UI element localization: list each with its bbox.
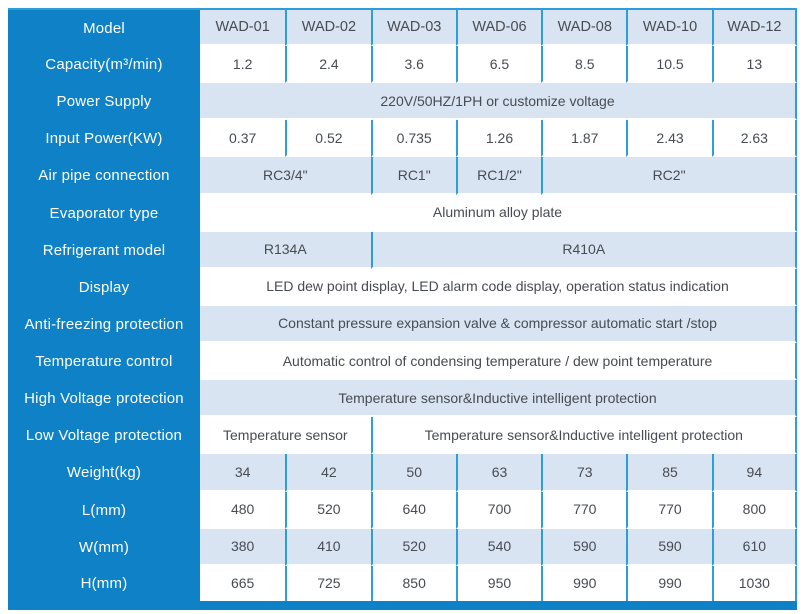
row-label: H(mm) <box>8 565 200 601</box>
table-row: L(mm) 480 520 640 700 770 770 800 <box>8 491 797 529</box>
row-label: Low Voltage protection <box>8 417 200 455</box>
row-label: Capacity(m³/min) <box>8 46 200 84</box>
table-row: Input Power(KW) 0.37 0.52 0.735 1.26 1.87 2.43… <box>8 120 797 158</box>
value-cell: Temperature sensor <box>200 417 371 455</box>
value-cell: 850 <box>370 565 456 601</box>
row-label: Weight(kg) <box>8 454 200 492</box>
value-cell: 950 <box>455 565 542 601</box>
value-cell: 0.735 <box>370 120 456 158</box>
value-cell: 6.5 <box>455 46 542 84</box>
table-row: Air pipe connection RC3/4" RC1" RC1/2" RC2" <box>8 157 797 195</box>
value-cell: 0.52 <box>285 120 371 158</box>
value-cell: R134A <box>200 231 371 269</box>
table-row: Power Supply 220V/50HZ/1PH or customize v… <box>8 83 797 121</box>
model-header-cell: WAD-12 <box>711 10 797 46</box>
table-row: Refrigerant model R134A R410A <box>8 231 797 269</box>
value-cell: 770 <box>626 491 712 529</box>
value-cell: 380 <box>200 528 286 566</box>
value-cell: Temperature sensor&Inductive intelligent… <box>200 380 797 418</box>
bottom-accent-bar <box>8 601 797 610</box>
value-cell: RC1" <box>370 157 456 195</box>
value-cell: 0.37 <box>200 120 286 158</box>
value-cell: 990 <box>541 565 627 601</box>
value-cell: 1030 <box>711 565 797 601</box>
value-cell: 10.5 <box>626 46 712 84</box>
value-cell: 220V/50HZ/1PH or customize voltage <box>200 83 797 121</box>
row-label: L(mm) <box>8 491 200 529</box>
value-cell: 520 <box>285 491 371 529</box>
row-label: Power Supply <box>8 83 200 121</box>
value-cell: RC1/2" <box>455 157 542 195</box>
value-cell: 8.5 <box>541 46 627 84</box>
model-header-cell: WAD-03 <box>370 10 456 46</box>
table-row: Anti-freezing protection Constant pressur… <box>8 305 797 343</box>
row-label: Input Power(KW) <box>8 120 200 158</box>
row-label: Anti-freezing protection <box>8 305 200 343</box>
table-row: Capacity(m³/min) 1.2 2.4 3.6 6.5 8.5 10.5 13 <box>8 46 797 84</box>
value-cell: 770 <box>541 491 627 529</box>
value-cell: 800 <box>711 491 797 529</box>
value-cell: 610 <box>711 528 797 566</box>
value-cell: 34 <box>200 454 286 492</box>
value-cell: 590 <box>541 528 627 566</box>
table-row: W(mm) 380 410 520 540 590 590 610 <box>8 528 797 566</box>
value-cell: 590 <box>626 528 712 566</box>
value-cell: 640 <box>370 491 456 529</box>
value-cell: 990 <box>626 565 712 601</box>
table-row: Display LED dew point display, LED alarm … <box>8 268 797 306</box>
row-label: High Voltage protection <box>8 380 200 418</box>
value-cell: RC3/4" <box>200 157 371 195</box>
value-cell: 540 <box>455 528 542 566</box>
value-cell: 94 <box>711 454 797 492</box>
value-cell: 73 <box>541 454 627 492</box>
table-row: Weight(kg) 34 42 50 63 73 85 94 <box>8 454 797 492</box>
table-row: Model WAD-01 WAD-02 WAD-03 WAD-06 WAD-08 WAD-1… <box>8 10 797 46</box>
model-header-cell: WAD-01 <box>200 10 286 46</box>
value-cell: 1.87 <box>541 120 627 158</box>
row-label: Model <box>8 10 200 46</box>
value-cell: Aluminum alloy plate <box>200 194 797 232</box>
spec-sheet: Model WAD-01 WAD-02 WAD-03 WAD-06 WAD-08 WAD-1… <box>8 8 797 610</box>
model-header-cell: WAD-10 <box>626 10 712 46</box>
table-row: H(mm) 665 725 850 950 990 990 1030 <box>8 565 797 601</box>
row-label: W(mm) <box>8 528 200 566</box>
spec-table: Model WAD-01 WAD-02 WAD-03 WAD-06 WAD-08 WAD-1… <box>8 8 797 601</box>
value-cell: 410 <box>285 528 371 566</box>
value-cell: 13 <box>711 46 797 84</box>
value-cell: Automatic control of condensing temperat… <box>200 343 797 381</box>
row-label: Display <box>8 268 200 306</box>
value-cell: 1.26 <box>455 120 542 158</box>
row-label: Temperature control <box>8 343 200 381</box>
value-cell: 700 <box>455 491 542 529</box>
model-header-cell: WAD-06 <box>455 10 542 46</box>
table-row: Low Voltage protection Temperature sensor… <box>8 417 797 455</box>
spec-table-body: Model WAD-01 WAD-02 WAD-03 WAD-06 WAD-08 WAD-1… <box>8 10 797 601</box>
value-cell: 2.43 <box>626 120 712 158</box>
value-cell: 3.6 <box>370 46 456 84</box>
value-cell: 1.2 <box>200 46 286 84</box>
model-header-cell: WAD-08 <box>541 10 627 46</box>
value-cell: LED dew point display, LED alarm code di… <box>200 268 797 306</box>
value-cell: Constant pressure expansion valve & comp… <box>200 305 797 343</box>
value-cell: 480 <box>200 491 286 529</box>
model-header-cell: WAD-02 <box>285 10 371 46</box>
table-row: Evaporator type Aluminum alloy plate <box>8 194 797 232</box>
table-row: High Voltage protection Temperature senso… <box>8 380 797 418</box>
value-cell: 50 <box>370 454 456 492</box>
value-cell: Temperature sensor&Inductive intelligent… <box>370 417 797 455</box>
row-label: Air pipe connection <box>8 157 200 195</box>
value-cell: 63 <box>455 454 542 492</box>
value-cell: 665 <box>200 565 286 601</box>
value-cell: 85 <box>626 454 712 492</box>
value-cell: RC2" <box>541 157 797 195</box>
row-label: Evaporator type <box>8 194 200 232</box>
value-cell: 42 <box>285 454 371 492</box>
value-cell: 2.4 <box>285 46 371 84</box>
value-cell: R410A <box>370 231 797 269</box>
value-cell: 2.63 <box>711 120 797 158</box>
value-cell: 520 <box>370 528 456 566</box>
table-row: Temperature control Automatic control of … <box>8 343 797 381</box>
value-cell: 725 <box>285 565 371 601</box>
row-label: Refrigerant model <box>8 231 200 269</box>
